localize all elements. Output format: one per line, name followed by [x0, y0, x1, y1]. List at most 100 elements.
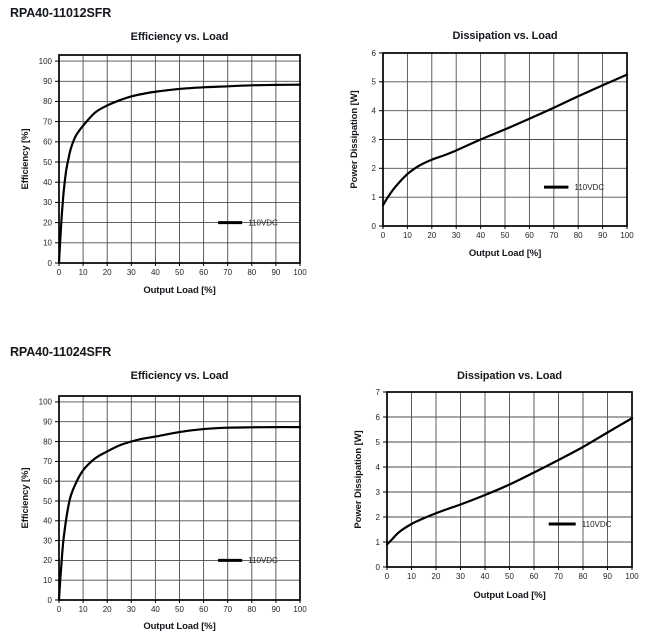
- y-tick-label: 0: [48, 596, 53, 605]
- x-axis-label: Output Load [%]: [473, 590, 545, 601]
- x-tick-label: 70: [223, 268, 232, 277]
- y-tick-label: 50: [43, 497, 52, 506]
- x-tick-label: 100: [625, 572, 639, 581]
- chart-efficiency-rpa40-11012sfr: Efficiency vs. Load 0 10 20 30 40 50 60 70 80 90 10…: [0, 26, 325, 316]
- x-tick-label: 20: [103, 605, 112, 614]
- x-tick-label: 40: [481, 572, 490, 581]
- y-tick-labels: 0 10 20 30 40 50 60 70 80 90 100: [39, 57, 53, 268]
- x-axis-label: Output Load [%]: [143, 285, 215, 296]
- series-curve-110vdc: [57, 83, 302, 265]
- y-tick-label: 4: [372, 107, 377, 116]
- y-tick-label: 80: [43, 97, 52, 106]
- y-tick-label: 40: [43, 178, 52, 187]
- chart-dissipation-rpa40-11012sfr: Dissipation vs. Load 0 1 2 3 4 5 6 0 10 20 30 40 50 60…: [325, 26, 650, 266]
- x-tick-label: 100: [293, 268, 307, 277]
- chart-efficiency-rpa40-11024sfr: Efficiency vs. Load 0 10 20 30 40 50 60 70 80 90 10…: [0, 362, 325, 643]
- legend-label: 110VDC: [582, 520, 612, 529]
- y-tick-label: 70: [43, 457, 52, 466]
- x-tick-label: 40: [151, 268, 160, 277]
- axis-ticks: [55, 60, 301, 266]
- y-tick-label: 90: [43, 418, 52, 427]
- gridlines: [382, 52, 628, 227]
- y-tick-label: 100: [39, 57, 53, 66]
- x-tick-label: 40: [476, 231, 485, 240]
- y-tick-label: 6: [372, 49, 377, 58]
- part-number-heading-rpa40-11012sfr: RPA40-11012SFR: [10, 6, 112, 20]
- y-tick-label: 40: [43, 517, 52, 526]
- y-tick-label: 0: [372, 222, 377, 231]
- y-tick-label: 4: [376, 463, 381, 472]
- x-tick-label: 100: [620, 231, 634, 240]
- x-tick-label: 30: [456, 572, 465, 581]
- x-tick-label: 10: [403, 231, 412, 240]
- y-tick-label: 60: [43, 138, 52, 147]
- x-tick-labels: 0 10 20 30 40 50 60 70 80 90 100: [57, 605, 307, 614]
- legend: 110VDC: [544, 183, 604, 192]
- x-tick-label: 70: [554, 572, 563, 581]
- plot-border: [58, 54, 301, 264]
- x-tick-label: 90: [271, 605, 280, 614]
- x-tick-label: 50: [501, 231, 510, 240]
- y-tick-label: 90: [43, 77, 52, 86]
- x-tick-label: 30: [452, 231, 461, 240]
- y-tick-label: 100: [39, 398, 53, 407]
- x-tick-label: 30: [127, 268, 136, 277]
- y-tick-label: 20: [43, 556, 52, 565]
- x-tick-label: 20: [427, 231, 436, 240]
- x-tick-label: 80: [574, 231, 583, 240]
- y-axis-label: Power Dissipation [W]: [349, 90, 360, 188]
- y-tick-labels: 0 1 2 3 4 5 6 7: [376, 388, 381, 572]
- x-tick-label: 50: [175, 268, 184, 277]
- y-axis-label: Power Dissipation [W]: [353, 430, 364, 528]
- x-tick-label: 60: [199, 605, 208, 614]
- x-tick-label: 60: [530, 572, 539, 581]
- x-axis-label: Output Load [%]: [469, 248, 541, 259]
- y-tick-label: 60: [43, 477, 52, 486]
- x-tick-label: 90: [271, 268, 280, 277]
- axis-ticks: [383, 391, 633, 570]
- x-tick-label: 100: [293, 605, 307, 614]
- y-tick-labels: 0 10 20 30 40 50 60 70 80 90 100: [39, 398, 53, 605]
- x-tick-label: 80: [247, 605, 256, 614]
- series-curve-110vdc: [381, 73, 629, 207]
- x-tick-label: 90: [598, 231, 607, 240]
- x-tick-label: 20: [103, 268, 112, 277]
- x-tick-label: 10: [79, 605, 88, 614]
- y-tick-label: 5: [372, 78, 377, 87]
- legend-label: 110VDC: [248, 556, 278, 565]
- y-tick-label: 7: [376, 388, 381, 397]
- y-tick-label: 5: [376, 438, 381, 447]
- legend: 110VDC: [218, 218, 278, 227]
- series-curve-110vdc: [385, 417, 634, 546]
- y-tick-label: 30: [43, 536, 52, 545]
- axis-ticks: [379, 52, 628, 229]
- y-tick-label: 20: [43, 218, 52, 227]
- y-tick-label: 0: [48, 259, 53, 268]
- y-tick-label: 2: [372, 164, 377, 173]
- y-tick-label: 3: [376, 488, 381, 497]
- x-tick-label: 80: [247, 268, 256, 277]
- gridlines: [58, 55, 301, 264]
- x-tick-label: 0: [381, 231, 386, 240]
- legend-label: 110VDC: [575, 183, 605, 192]
- x-tick-label: 0: [57, 268, 62, 277]
- x-tick-label: 10: [79, 268, 88, 277]
- legend-label: 110VDC: [248, 218, 278, 227]
- y-tick-label: 80: [43, 437, 52, 446]
- legend: 110VDC: [218, 556, 278, 565]
- x-tick-label: 50: [505, 572, 514, 581]
- chart-title: Dissipation vs. Load: [457, 370, 562, 382]
- x-tick-label: 70: [549, 231, 558, 240]
- gridlines: [386, 391, 633, 568]
- y-tick-label: 3: [372, 135, 377, 144]
- plot-border: [386, 391, 633, 568]
- chart-dissipation-rpa40-11024sfr: Dissipation vs. Load 0 1 2 3 4 5 6 7 0 10 20 30 40 50 6…: [325, 362, 650, 643]
- x-tick-label: 70: [223, 605, 232, 614]
- y-tick-label: 1: [372, 193, 377, 202]
- x-tick-label: 60: [525, 231, 534, 240]
- plot-canvas: 0 10 20 30 40 50 60 70 80 90 100 0 10 20 30 40 50 60 70 80 9…: [20, 54, 307, 296]
- x-tick-labels: 0 10 20 30 40 50 60 70 80 90 100: [381, 231, 634, 240]
- plot-border: [382, 52, 628, 227]
